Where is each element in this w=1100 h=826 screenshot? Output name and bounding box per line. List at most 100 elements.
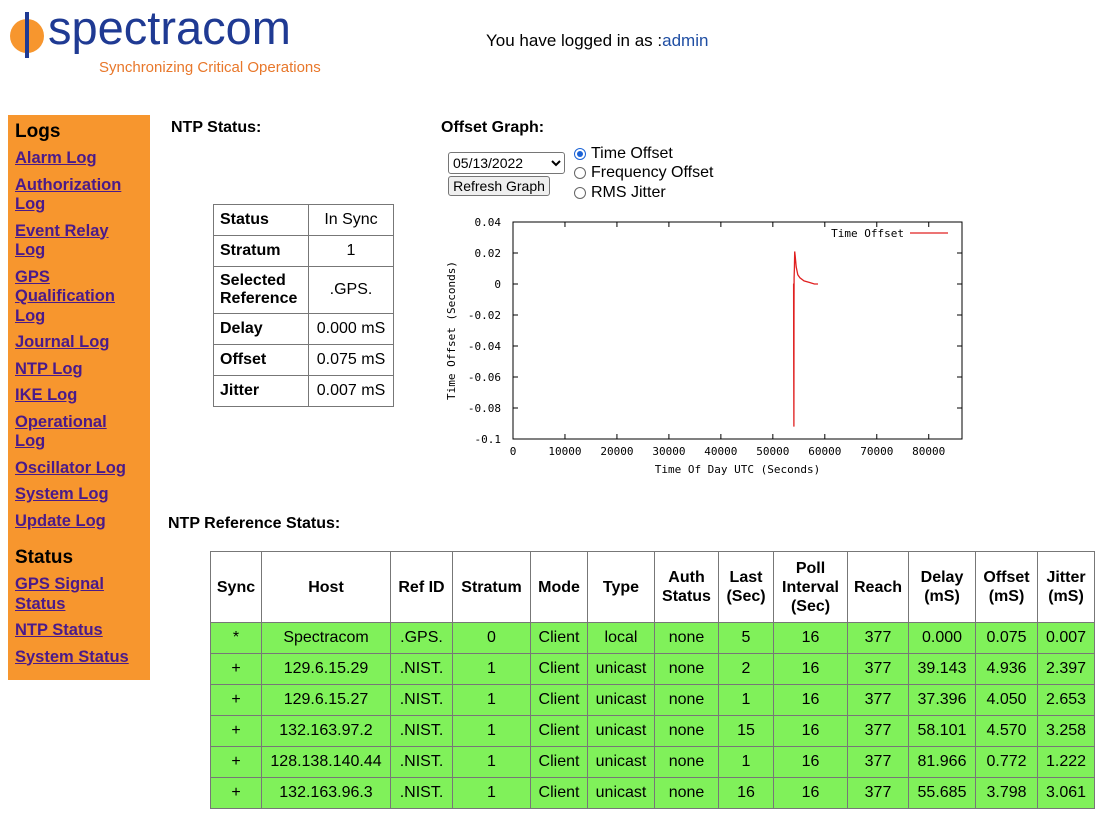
ref-header-row: Sync Host Ref ID Stratum Mode Type Auth Status…	[210, 551, 1095, 623]
ref-cell: 129.6.15.27	[261, 684, 391, 716]
ref-cell: 16	[773, 746, 848, 778]
ref-header-cell: Jitter (mS)	[1037, 551, 1095, 623]
ref-header-cell: Ref ID	[390, 551, 453, 623]
x-tick-label: 50000	[756, 445, 789, 458]
status-row: Stratum 1	[213, 235, 394, 267]
y-tick-label: -0.06	[468, 371, 501, 384]
sidebar-link-alarm-log[interactable]: Alarm Log	[15, 149, 97, 167]
ref-cell: 16	[718, 777, 774, 809]
radio-label: RMS Jitter	[591, 184, 666, 201]
ref-cell: Client	[530, 777, 588, 809]
ref-cell: 377	[847, 746, 909, 778]
sidebar-link-ntp-log[interactable]: NTP Log	[15, 359, 83, 378]
sidebar-link-event-relay-log[interactable]: Event Relay Log	[15, 221, 109, 260]
ref-cell: 0.007	[1037, 622, 1095, 654]
ref-cell: 58.101	[908, 715, 976, 747]
sidebar-link-authorization-log[interactable]: Authorization Log	[15, 175, 122, 214]
refresh-graph-button[interactable]: Refresh Graph	[448, 176, 550, 196]
radio-checked-icon[interactable]	[574, 148, 586, 160]
ref-cell: none	[654, 684, 719, 716]
sidebar-link-ntp-status[interactable]: NTP Status	[15, 621, 103, 639]
sidebar-link-system-status[interactable]: System Status	[15, 647, 129, 666]
y-tick-label: 0.02	[475, 247, 502, 260]
plot-frame	[512, 221, 963, 440]
ref-cell: 1	[452, 746, 531, 778]
ref-cell: none	[654, 777, 719, 809]
table-row: +128.138.140.44 .NIST. 1 Client unicast none 1…	[210, 746, 1095, 778]
status-value: 1	[308, 235, 394, 267]
sidebar-link-update-log[interactable]: Update Log	[15, 511, 106, 530]
status-value: 0.075 mS	[308, 344, 394, 376]
logo-tagline: Synchronizing Critical Operations	[99, 59, 321, 76]
ref-cell: unicast	[587, 746, 655, 778]
y-tick-label: 0.04	[475, 216, 502, 229]
ref-cell: 132.163.97.2	[261, 715, 391, 747]
ref-cell: 1	[452, 653, 531, 685]
login-user-link[interactable]: admin	[662, 31, 709, 50]
ref-cell: 1	[452, 715, 531, 747]
sidebar-link-gps-signal-status[interactable]: GPS Signal Status	[15, 575, 104, 613]
status-label: Delay	[213, 313, 309, 345]
sidebar-link-journal-log[interactable]: Journal Log	[15, 333, 110, 351]
table-row: +132.163.97.2 .NIST. 1 Client unicast none 15 1…	[210, 715, 1095, 747]
x-tick-label: 70000	[860, 445, 893, 458]
radio-time-offset[interactable]: Time Offset	[574, 145, 673, 163]
ref-cell: 0.000	[908, 622, 976, 654]
ref-cell: .NIST.	[390, 715, 453, 747]
status-heading: Status	[15, 547, 74, 568]
radio-rms-jitter[interactable]: RMS Jitter	[574, 184, 666, 202]
sidebar-link-oscillator-log[interactable]: Oscillator Log	[15, 458, 126, 477]
table-row: +129.6.15.27 .NIST. 1 Client unicast none 1 16 3…	[210, 684, 1095, 716]
y-tick-label: -0.1	[475, 433, 502, 446]
x-tick-label: 10000	[548, 445, 581, 458]
ref-cell: Client	[530, 746, 588, 778]
ref-status-table: Sync Host Ref ID Stratum Mode Type Auth Status…	[210, 551, 1095, 809]
legend-label: Time Offset	[831, 227, 904, 240]
ntp-status-title: NTP Status:	[171, 119, 262, 136]
ref-header-cell: Reach	[847, 551, 909, 623]
ref-cell: none	[654, 653, 719, 685]
ref-cell: .GPS.	[390, 622, 453, 654]
sidebar-link-ike-log[interactable]: IKE Log	[15, 386, 78, 404]
ref-cell: 128.138.140.44	[261, 746, 391, 778]
ref-cell: 37.396	[908, 684, 976, 716]
sidebar-link-system-log[interactable]: System Log	[15, 485, 109, 503]
ref-cell: 1	[452, 684, 531, 716]
logo: spectracom Synchronizing Critical Operat…	[8, 1, 328, 78]
radio-unchecked-icon[interactable]	[574, 187, 586, 199]
sidebar: Logs Alarm Log Authorization Log Event R…	[8, 115, 150, 680]
sidebar-link-operational-log[interactable]: Operational Log	[15, 412, 107, 451]
ref-cell: 5	[718, 622, 774, 654]
ref-cell: 132.163.96.3	[261, 777, 391, 809]
x-axis-label: Time Of Day UTC (Seconds)	[655, 463, 821, 476]
ref-cell: 0	[452, 622, 531, 654]
status-value: In Sync	[308, 204, 394, 236]
ref-cell: 2.397	[1037, 653, 1095, 685]
ref-cell: none	[654, 622, 719, 654]
status-row: Offset 0.075 mS	[213, 344, 394, 376]
radio-frequency-offset[interactable]: Frequency Offset	[574, 164, 713, 182]
status-value: 0.000 mS	[308, 313, 394, 345]
radio-unchecked-icon[interactable]	[574, 167, 586, 179]
date-select[interactable]: 05/13/2022	[448, 152, 565, 174]
logo-brand: spectracom	[48, 1, 291, 54]
y-tick-label: 0	[494, 278, 501, 291]
ref-cell: 16	[773, 622, 848, 654]
sidebar-link-gps-qualification-log[interactable]: GPS Qualification Log	[15, 267, 115, 325]
ref-cell: .NIST.	[390, 777, 453, 809]
ref-cell: 4.936	[975, 653, 1038, 685]
offset-graph-title: Offset Graph:	[441, 119, 545, 136]
ref-cell: 1.222	[1037, 746, 1095, 778]
ref-header-cell: Last (Sec)	[718, 551, 774, 623]
ref-cell: 4.570	[975, 715, 1038, 747]
ref-cell: local	[587, 622, 655, 654]
status-value: 0.007 mS	[308, 375, 394, 407]
ref-cell: Client	[530, 622, 588, 654]
ref-cell: 2.653	[1037, 684, 1095, 716]
x-tick-label: 30000	[652, 445, 685, 458]
logo-mark-icon	[10, 12, 44, 58]
ntp-status-table: Status In Sync Stratum 1 Selected Referenc…	[213, 204, 394, 407]
ref-cell: 3.798	[975, 777, 1038, 809]
logs-heading: Logs	[15, 121, 61, 142]
ref-status-title: NTP Reference Status:	[168, 515, 341, 532]
